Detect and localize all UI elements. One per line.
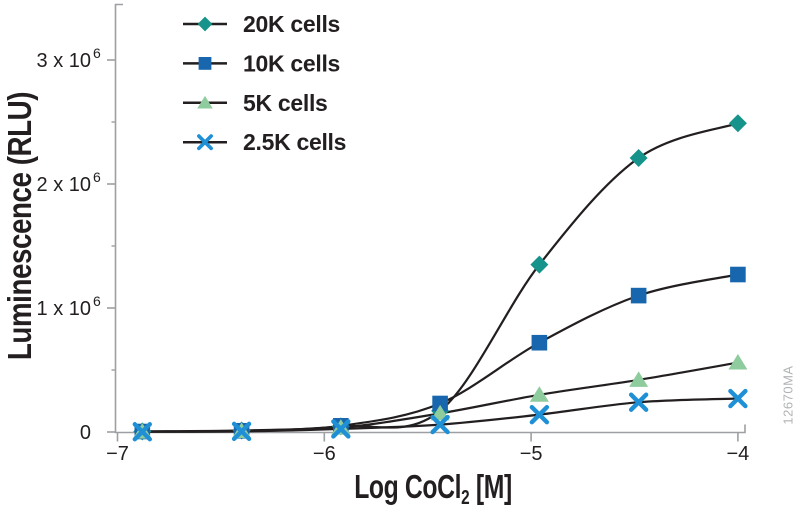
y-tick-exponent: 6 — [93, 45, 101, 61]
legend-label: 10K cells — [243, 50, 340, 76]
data-point-marker-x — [628, 392, 649, 412]
data-point-marker-square — [630, 287, 647, 304]
y-axis-title: Luminescence (RLU) — [1, 91, 38, 361]
data-point-marker-diamond — [728, 114, 747, 133]
legend-item: 5K cells — [183, 90, 328, 116]
data-point-marker-x — [430, 414, 450, 435]
y-tick-label: 2 x 10 — [37, 174, 91, 196]
x-tick-label: −4 — [726, 443, 749, 465]
data-point-marker-diamond — [629, 148, 648, 167]
legend-item: 2.5K cells — [183, 129, 346, 155]
data-point-marker-x — [529, 404, 550, 425]
legend-label: 5K cells — [243, 90, 328, 116]
legend-marker-square — [198, 57, 212, 70]
x-tick-label: −7 — [106, 443, 129, 465]
legend-label: 2.5K cells — [243, 129, 346, 155]
data-point-marker-square — [531, 334, 548, 351]
data-point-marker-triangle — [728, 354, 748, 370]
data-point-marker-diamond — [530, 255, 549, 274]
data-point-marker-x — [231, 421, 252, 442]
data-point-marker-triangle — [629, 371, 649, 387]
data-point-marker-x — [331, 419, 351, 439]
x-axis-title-text: Log CoCl — [354, 468, 462, 506]
y-tick-label: 0 — [80, 422, 91, 444]
legend-marker-x — [197, 134, 213, 151]
x-axis-title-subscript: 2 — [461, 485, 470, 509]
x-tick-label: −6 — [313, 443, 336, 465]
data-point-marker-square — [730, 266, 746, 283]
data-point-marker-square — [432, 395, 448, 412]
y-tick-exponent: 6 — [93, 169, 101, 185]
data-point-marker-x — [728, 388, 748, 409]
legend-marker-triangle — [197, 95, 213, 109]
legend-marker-diamond — [197, 16, 213, 32]
x-axis-title: Log CoCl2 [M] — [354, 468, 512, 510]
y-tick-label: 1 x 10 — [37, 298, 91, 320]
legend: 20K cells 10K cells 5K cells 2.5K cells — [183, 11, 346, 155]
legend-item: 10K cells — [183, 50, 340, 76]
series-line-diamond — [142, 122, 739, 433]
legend-label: 20K cells — [243, 11, 340, 37]
x-axis-title-units: [M] — [469, 468, 512, 506]
watermark-text: 12670MA — [780, 365, 796, 425]
legend-item: 20K cells — [183, 11, 340, 37]
y-tick-label: 3 x 10 — [37, 50, 91, 72]
data-point-marker-triangle — [430, 404, 450, 421]
data-point-marker-triangle — [529, 386, 549, 402]
y-tick-exponent: 6 — [93, 293, 101, 309]
data-point-marker-x — [132, 422, 153, 442]
x-tick-label: −5 — [520, 443, 543, 465]
